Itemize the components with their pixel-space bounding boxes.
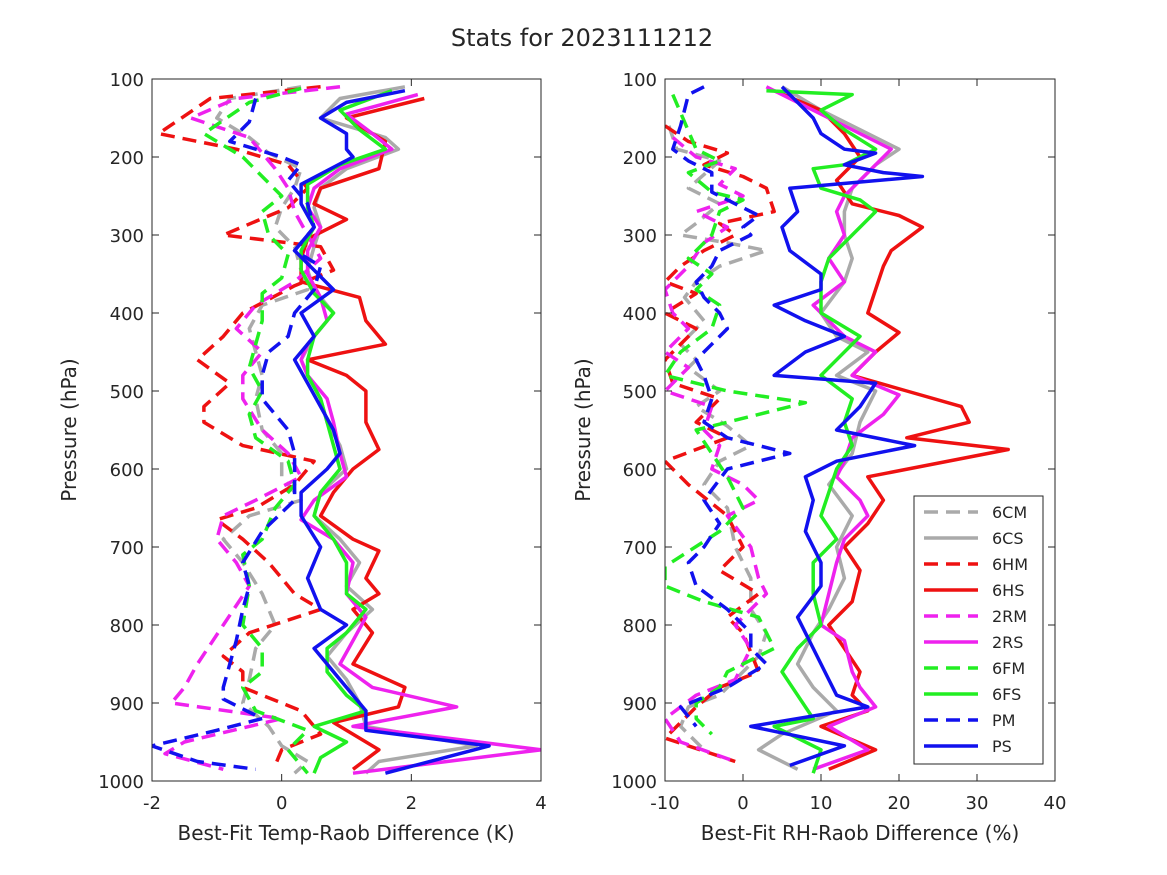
figure-title: Stats for 2023111212 [451, 24, 713, 52]
rh-series-2rm [665, 136, 769, 764]
temp-y-tick-label: 800 [110, 616, 144, 637]
legend-label-6cs: 6CS [992, 529, 1024, 548]
temp-series-6fm [202, 86, 310, 775]
rh-y-tick-label: 200 [623, 148, 657, 169]
rh-y-tick-label: 400 [623, 304, 657, 325]
legend-label-6fs: 6FS [992, 685, 1021, 704]
temp-plot-area [152, 79, 541, 781]
rh-x-axis-label: Best-Fit RH-Raob Difference (%) [701, 821, 1020, 845]
temp-series-6hs [299, 96, 425, 771]
rh-y-tick-label: 1000 [611, 772, 657, 793]
temp-x-tick-label: 4 [535, 793, 546, 814]
temp-x-tick-label: 2 [406, 793, 417, 814]
temp-y-tick-label: 500 [110, 382, 144, 403]
temp-axes-box [151, 78, 542, 782]
rh-series-ps [749, 85, 925, 768]
temp-y-tick-label: 600 [110, 460, 144, 481]
temp-series-2rm [163, 85, 341, 771]
temp-y-tick-label: 900 [110, 694, 144, 715]
temp-y-axis-label: Pressure (hPa) [57, 358, 81, 501]
legend-label-ps: PS [992, 737, 1012, 756]
legend-label-6fm: 6FM [992, 659, 1025, 678]
rh-series-pm [671, 85, 792, 728]
temp-y-tick-label: 200 [110, 148, 144, 169]
rh-series-6fs [766, 88, 878, 774]
rh-y-tick-label: 900 [623, 694, 657, 715]
legend: 6CM 6CS 6HM 6HS 2RM 2RS 6FM 6FS PM PS [913, 495, 1044, 765]
temp-y-tick-label: 300 [110, 226, 144, 247]
rh-y-tick-label: 500 [623, 382, 657, 403]
rh-y-tick-label: 300 [623, 226, 657, 247]
legend-label-2rm: 2RM [992, 607, 1027, 626]
temp-series-6hm [156, 85, 336, 767]
temp-y-tick-label: 1000 [98, 772, 144, 793]
rh-y-axis-label: Pressure (hPa) [571, 358, 595, 501]
temp-x-tick-label: 0 [276, 793, 287, 814]
rh-difference-panel: Best-Fit RH-Raob Difference (%) Pressure… [571, 70, 1066, 845]
legend-label-2rs: 2RS [992, 633, 1023, 652]
temp-series-pm [152, 98, 323, 772]
temp-series-6fs [299, 89, 393, 774]
rh-y-tick-label: 600 [623, 460, 657, 481]
temp-y-tick-label: 400 [110, 304, 144, 325]
legend-label-6hs: 6HS [992, 581, 1024, 600]
rh-x-tick-label: 10 [810, 793, 833, 814]
rh-x-tick-label: 30 [966, 793, 989, 814]
rh-y-tick-label: 800 [623, 616, 657, 637]
rh-y-tick-label: 700 [623, 538, 657, 559]
rh-x-tick-label: 20 [888, 793, 911, 814]
temp-y-tick-label: 100 [110, 70, 144, 91]
rh-axes-box [664, 78, 1056, 782]
temp-series-ps [292, 88, 491, 775]
legend-label-6cm: 6CM [992, 503, 1027, 522]
temp-x-axis-label: Best-Fit Temp-Raob Difference (K) [177, 821, 514, 845]
rh-x-tick-label: -10 [650, 793, 679, 814]
rh-series-2rs [765, 85, 901, 771]
rh-x-tick-label: 40 [1044, 793, 1067, 814]
rh-series-group [665, 85, 1010, 774]
temp-difference-panel: Best-Fit Temp-Raob Difference (K) Pressu… [57, 70, 547, 845]
temp-y-tick-label: 700 [110, 538, 144, 559]
legend-label-6hm: 6HM [992, 555, 1028, 574]
temp-x-tick-label: -2 [143, 793, 161, 814]
rh-x-tick-label: 0 [737, 793, 748, 814]
legend-label-pm: PM [992, 711, 1015, 730]
legend-box [913, 495, 1044, 765]
rh-y-tick-label: 100 [623, 70, 657, 91]
temp-series-group [152, 85, 541, 775]
temp-series-2rs [299, 92, 541, 775]
rh-series-6fm [665, 93, 808, 736]
